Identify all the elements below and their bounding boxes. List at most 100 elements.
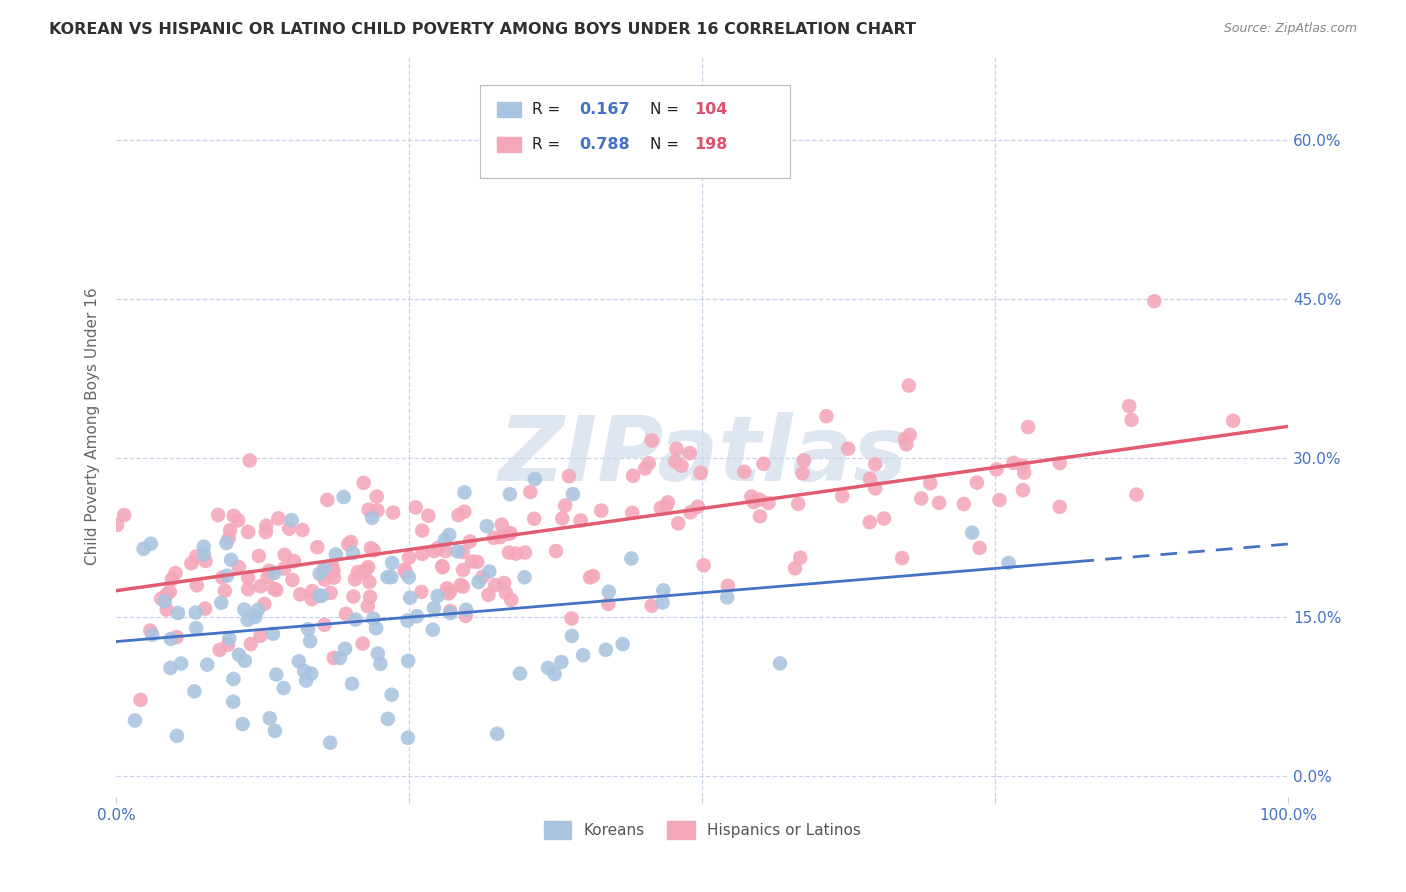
Point [246, 603, 269, 617]
Point [612, 637, 634, 651]
Point [411, 524, 433, 538]
Point [208, 643, 231, 657]
Point [657, 495, 679, 509]
Point [357, 502, 380, 516]
Point [264, 723, 287, 738]
Point [377, 570, 399, 584]
Point [311, 589, 333, 603]
Point [288, 654, 311, 668]
Point [233, 654, 256, 668]
Point [651, 595, 673, 609]
Point [1049, 500, 1071, 514]
Point [561, 611, 583, 625]
Point [347, 565, 370, 579]
Point [370, 657, 392, 671]
Point [337, 537, 360, 551]
Point [361, 511, 384, 525]
Point [226, 513, 249, 527]
Point [292, 664, 315, 678]
Point [166, 729, 188, 743]
Point [550, 655, 572, 669]
Point [582, 569, 605, 583]
Point [1012, 483, 1035, 498]
Point [141, 627, 163, 641]
Point [170, 657, 193, 671]
Point [495, 586, 517, 600]
Point [222, 672, 245, 686]
Point [422, 623, 444, 637]
Point [395, 566, 418, 580]
Point [308, 566, 330, 581]
Point [558, 469, 581, 483]
Point [219, 553, 242, 567]
Point [451, 580, 474, 594]
Point [664, 455, 686, 469]
Point [160, 572, 183, 586]
Point [266, 667, 288, 681]
Point [652, 583, 675, 598]
Point [1002, 456, 1025, 470]
Point [207, 508, 229, 522]
Point [749, 509, 772, 524]
Point [236, 571, 259, 585]
Point [454, 608, 477, 623]
Point [259, 711, 281, 725]
Point [367, 647, 389, 661]
Point [354, 563, 377, 577]
Point [1143, 294, 1166, 309]
Point [239, 637, 262, 651]
Point [689, 466, 711, 480]
Point [513, 570, 536, 584]
Point [214, 583, 236, 598]
Point [278, 522, 301, 536]
Point [299, 666, 322, 681]
Point [634, 461, 657, 475]
Point [322, 563, 344, 577]
Point [554, 499, 576, 513]
Point [523, 472, 546, 486]
Point [219, 524, 242, 538]
Point [381, 688, 404, 702]
Point [769, 657, 792, 671]
Point [447, 508, 470, 523]
Point [863, 458, 886, 472]
Point [186, 549, 208, 564]
Point [211, 570, 233, 584]
Point [325, 548, 347, 562]
Point [569, 513, 592, 527]
Point [494, 576, 516, 591]
Point [572, 648, 595, 662]
Point [758, 496, 780, 510]
Point [427, 541, 450, 555]
Point [366, 490, 388, 504]
Point [423, 601, 446, 615]
Point [273, 561, 295, 575]
Point [363, 543, 385, 558]
Point [156, 602, 179, 616]
Point [262, 626, 284, 640]
Point [153, 594, 176, 608]
Point [896, 437, 918, 451]
Point [489, 530, 512, 544]
Point [322, 651, 344, 665]
Point [340, 677, 363, 691]
Point [952, 497, 974, 511]
Point [432, 560, 454, 574]
Point [475, 519, 498, 533]
Point [815, 409, 838, 424]
Point [491, 517, 513, 532]
Point [621, 506, 644, 520]
Point [453, 485, 475, 500]
Point [166, 630, 188, 644]
Point [496, 526, 519, 541]
Point [430, 559, 453, 574]
Point [986, 462, 1008, 476]
Point [257, 564, 280, 578]
Point [159, 632, 181, 646]
Text: ZIPatlas: ZIPatlas [498, 412, 907, 500]
Point [363, 612, 385, 626]
Point [129, 693, 152, 707]
Point [301, 584, 323, 599]
Point [620, 551, 643, 566]
Point [239, 453, 262, 467]
